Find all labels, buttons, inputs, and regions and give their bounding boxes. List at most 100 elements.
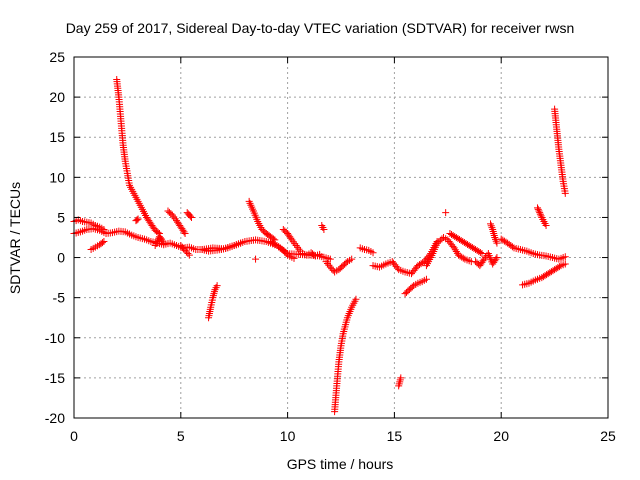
series-bits-13 xyxy=(356,244,377,257)
data-point xyxy=(100,238,108,246)
data-points xyxy=(70,75,569,416)
axis-ticks: 0 5 10 15 20 25 -20 -15 -10 -5 0 5 10 15 20 25 xyxy=(45,49,616,444)
chart-title: Day 259 of 2017, Sidereal Day-to-day VTE… xyxy=(66,20,575,36)
data-point xyxy=(450,244,458,252)
data-point xyxy=(167,210,175,218)
data-point xyxy=(348,255,356,263)
x-tick-label: 20 xyxy=(493,428,509,444)
series-bits-11 xyxy=(299,249,324,260)
data-point xyxy=(100,225,108,233)
data-point xyxy=(478,250,486,258)
data-point xyxy=(320,225,328,233)
series-arc-5p4 xyxy=(183,209,195,221)
data-point xyxy=(536,210,544,218)
x-axis-label: GPS time / hours xyxy=(287,456,394,472)
data-point xyxy=(187,213,195,221)
plot-frame xyxy=(73,56,609,419)
series-tail-20 xyxy=(497,235,569,263)
series-drop-15 xyxy=(395,374,405,390)
data-point xyxy=(561,260,569,268)
series-arc-19p5 xyxy=(487,220,501,247)
series-wave-18 xyxy=(446,229,486,258)
data-point xyxy=(181,246,189,254)
data-point xyxy=(316,250,324,258)
data-point xyxy=(555,263,563,271)
data-point xyxy=(342,259,350,267)
y-tick-label: 20 xyxy=(49,89,65,105)
data-point xyxy=(281,248,289,256)
data-point xyxy=(181,229,189,237)
data-point xyxy=(328,265,336,273)
series-early-bump xyxy=(151,233,168,250)
x-tick-label: 5 xyxy=(177,428,185,444)
data-point xyxy=(536,209,544,217)
series-bits-12 xyxy=(318,221,328,233)
gridlines xyxy=(74,57,608,418)
data-point xyxy=(252,255,260,263)
data-point xyxy=(476,249,484,257)
data-point xyxy=(184,250,192,258)
data-point xyxy=(290,254,298,262)
data-point xyxy=(369,249,377,257)
series-tick-3p xyxy=(132,215,142,225)
y-tick-label: 10 xyxy=(49,169,65,185)
series-arc-9p5 xyxy=(267,238,298,262)
data-point xyxy=(133,216,141,224)
data-point xyxy=(459,254,467,262)
series-mix-19 xyxy=(472,250,501,270)
data-point xyxy=(508,243,516,251)
data-point xyxy=(326,255,334,263)
data-point xyxy=(542,221,550,229)
y-tick-label: -5 xyxy=(53,290,66,306)
data-point xyxy=(408,283,416,291)
data-point xyxy=(213,282,221,290)
x-tick-label: 25 xyxy=(600,428,616,444)
series-drop-12 xyxy=(331,295,360,416)
data-point xyxy=(422,275,430,283)
series-late-spike xyxy=(551,105,569,197)
data-point xyxy=(451,246,459,254)
data-point xyxy=(493,239,501,247)
data-point xyxy=(177,242,185,250)
y-tick-label: 5 xyxy=(57,209,65,225)
data-point xyxy=(397,374,405,382)
data-point xyxy=(134,215,142,223)
y-tick-label: -15 xyxy=(45,370,65,386)
data-point xyxy=(537,212,545,220)
x-tick-label: 10 xyxy=(280,428,296,444)
data-point xyxy=(186,212,194,220)
data-point xyxy=(492,255,500,263)
series-arc-21p8 xyxy=(534,204,550,229)
data-point xyxy=(154,228,162,236)
x-tick-label: 15 xyxy=(387,428,403,444)
data-point xyxy=(160,239,168,247)
x-tick-label: 0 xyxy=(70,428,78,444)
data-point xyxy=(452,248,460,256)
data-point xyxy=(442,209,450,217)
data-point xyxy=(180,228,188,236)
data-point xyxy=(185,251,193,259)
data-point xyxy=(493,254,501,262)
y-axis-label: SDTVAR / TECUs xyxy=(7,182,23,294)
data-point xyxy=(98,239,106,247)
data-point xyxy=(180,245,188,253)
series-start-dip xyxy=(87,238,108,254)
series-rise-15p7 xyxy=(401,275,430,298)
series-early-spike xyxy=(113,75,163,237)
data-point xyxy=(561,189,569,197)
data-point xyxy=(534,205,542,213)
y-tick-label: 25 xyxy=(49,49,65,65)
data-point xyxy=(178,243,186,251)
data-point xyxy=(279,246,287,254)
series-trough-12 xyxy=(322,255,356,276)
data-point xyxy=(534,204,542,212)
series-hump-17 xyxy=(422,234,475,270)
data-point xyxy=(352,295,360,303)
y-tick-label: 0 xyxy=(57,250,65,266)
data-point xyxy=(535,207,543,215)
data-point xyxy=(282,250,290,258)
series-arc-17p4 xyxy=(442,209,450,217)
y-tick-label: -10 xyxy=(45,330,65,346)
